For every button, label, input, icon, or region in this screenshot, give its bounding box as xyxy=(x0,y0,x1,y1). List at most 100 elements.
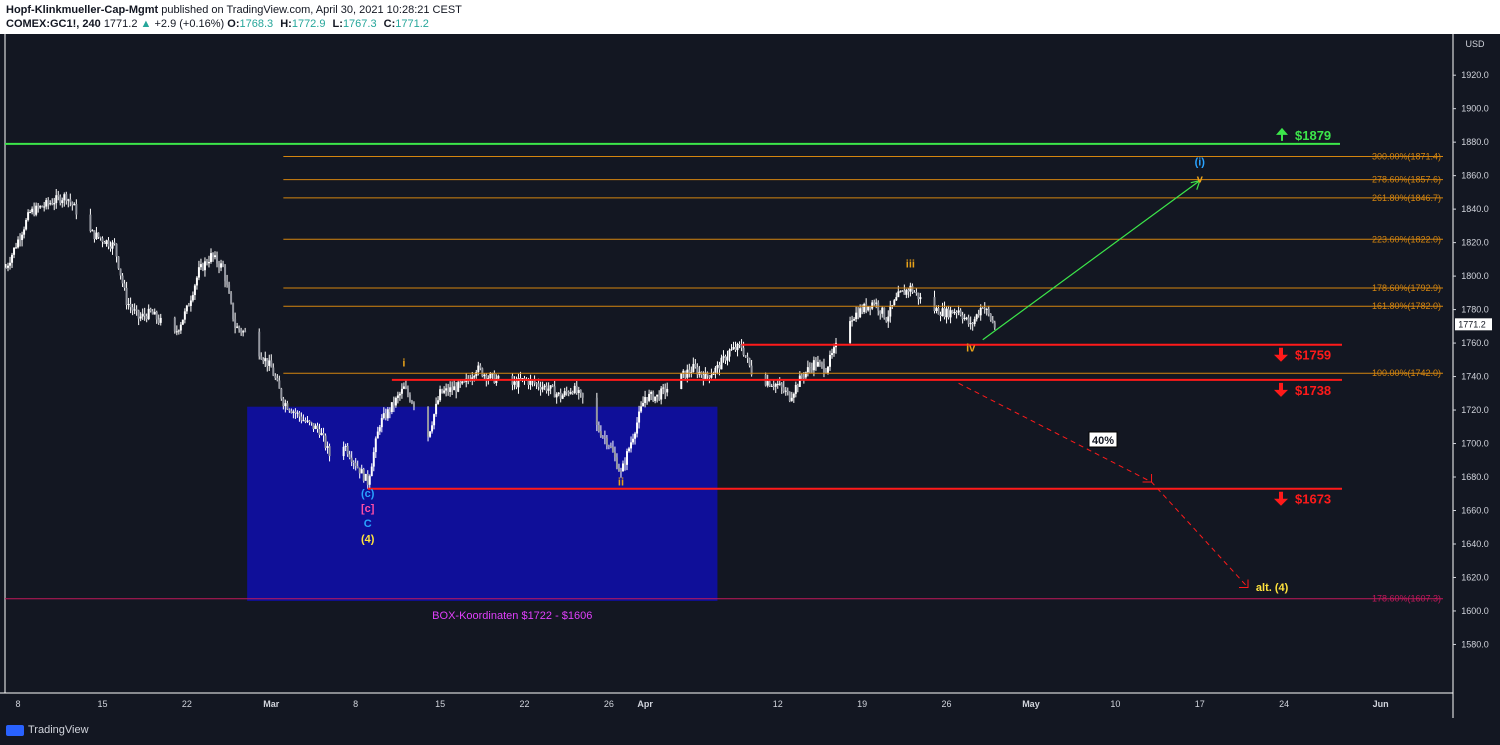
candle-body xyxy=(981,307,984,309)
fib-level-label: 100.00%(1742.0) xyxy=(1372,368,1441,378)
candle-body xyxy=(607,445,610,447)
candle-body xyxy=(410,401,413,404)
candle-body xyxy=(447,388,450,392)
candle-body xyxy=(828,354,831,367)
candle-body xyxy=(871,302,874,309)
candle-body xyxy=(977,314,980,316)
candle-body xyxy=(49,203,52,205)
candle-body xyxy=(808,367,811,369)
close-value: 1771.2 xyxy=(395,18,429,30)
candle-body xyxy=(473,375,476,378)
price-tick-label: 1840.0 xyxy=(1461,204,1489,214)
candle-body xyxy=(617,468,620,472)
level-labels: 300.00%(1871.4) 278.60%(1857.6) 261.80%(18… xyxy=(361,127,1441,604)
candle-body xyxy=(879,310,882,314)
fib-level-label: 223.60%(1822.0) xyxy=(1372,234,1441,244)
candle-body xyxy=(45,200,48,207)
candle-body xyxy=(143,313,146,317)
candle-body xyxy=(983,308,986,310)
candle-body xyxy=(451,387,454,391)
candle-body xyxy=(750,365,753,375)
price-chart[interactable]: BOX-Koordinaten $1722 - $1606 300.00%(18… xyxy=(0,34,1500,718)
candle-body xyxy=(13,247,16,255)
candle-body xyxy=(348,454,351,458)
candle-body xyxy=(175,331,178,333)
candle-body xyxy=(402,386,405,389)
candle-body xyxy=(716,365,719,368)
candle-body xyxy=(183,311,186,320)
candle-body xyxy=(121,275,124,284)
symbol-name[interactable]: COMEX:GC1!, 240 xyxy=(6,18,101,30)
price-tick-label: 1580.0 xyxy=(1461,639,1489,649)
candle-body xyxy=(718,365,721,370)
candle-body xyxy=(646,397,649,401)
candle-body xyxy=(459,382,462,384)
candle-body xyxy=(205,261,208,264)
time-tick-label: 8 xyxy=(16,699,21,709)
time-axis[interactable]: 8 15 22 Mar 8 15 22 26 Apr 12 19 26 May 10 17 24 Jun xyxy=(16,699,1389,709)
candle-body xyxy=(873,302,876,304)
candle-body xyxy=(270,360,273,368)
candle-body xyxy=(493,373,496,383)
candle-body xyxy=(9,262,12,266)
candle-body xyxy=(189,300,192,306)
candle-body xyxy=(623,463,626,465)
fib-level-label: 300.00%(1871.4) xyxy=(1372,152,1441,162)
candle-body xyxy=(308,420,311,423)
candle-body xyxy=(810,367,813,371)
candle-body xyxy=(47,200,50,204)
tradingview-logo[interactable]: TradingView xyxy=(6,724,89,736)
candle-body xyxy=(541,387,544,390)
time-tick-label: 22 xyxy=(520,699,530,709)
candle-body xyxy=(71,202,74,206)
candle-body xyxy=(226,281,229,285)
candle-body xyxy=(561,395,564,399)
publish-line: Hopf-Klinkmueller-Cap-Mgmt published on … xyxy=(6,4,462,16)
candle-body xyxy=(694,363,697,368)
support-price-label: $1759 xyxy=(1295,348,1331,363)
candle-body xyxy=(740,344,743,348)
candle-body xyxy=(738,343,741,345)
candle-body xyxy=(73,204,76,206)
candle-body xyxy=(439,389,442,401)
candle-body xyxy=(786,390,789,393)
price-axis[interactable]: USD 1580.0 1600.0 1620.0 1640.0 1660.0 1680.0 1… xyxy=(1453,39,1492,649)
candle-body xyxy=(11,254,14,263)
candle-body xyxy=(384,413,387,419)
candle-body xyxy=(529,379,532,385)
candle-body xyxy=(867,306,870,311)
candle-body xyxy=(891,305,894,307)
candle-body xyxy=(352,461,355,463)
candle-body xyxy=(203,261,206,271)
wave-label: v xyxy=(1197,173,1204,185)
candle-body xyxy=(732,347,735,349)
candle-body xyxy=(603,436,606,438)
candle-body xyxy=(242,331,245,333)
wave-label: iv xyxy=(966,342,976,354)
candle-body xyxy=(885,318,888,322)
candle-body xyxy=(778,383,781,385)
price-tick-label: 1880.0 xyxy=(1461,137,1489,147)
wave-label: i xyxy=(402,358,405,370)
price-tick-label: 1860.0 xyxy=(1461,171,1489,181)
candle-body xyxy=(372,452,375,467)
candle-body xyxy=(27,212,30,220)
candle-body xyxy=(734,347,737,351)
bearish-arrowhead xyxy=(1239,579,1249,589)
candle-body xyxy=(710,374,713,378)
candle-body xyxy=(61,200,64,204)
candle-body xyxy=(638,411,641,423)
price-tick-label: 1620.0 xyxy=(1461,572,1489,582)
candle-body xyxy=(951,310,954,314)
candle-body xyxy=(302,420,305,422)
candle-body xyxy=(437,400,440,404)
candle-body xyxy=(396,395,399,398)
candle-body xyxy=(19,239,22,241)
candle-body xyxy=(31,208,34,213)
high-value: 1772.9 xyxy=(291,18,326,30)
price-tick-label: 1720.0 xyxy=(1461,405,1489,415)
author-name[interactable]: Hopf-Klinkmueller-Cap-Mgmt xyxy=(6,4,159,16)
candle-body xyxy=(985,308,988,310)
candle-body xyxy=(790,397,793,401)
candle-body xyxy=(642,402,645,407)
